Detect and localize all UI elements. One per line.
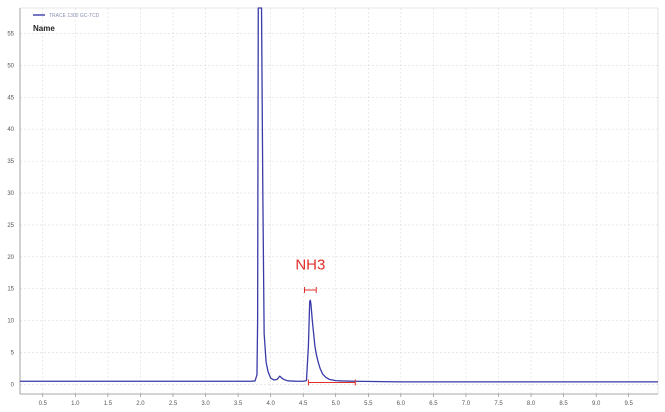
x-tick-label: 6.0 bbox=[397, 401, 406, 407]
x-tick-label: 4.0 bbox=[266, 401, 275, 407]
y-tick-label: 40 bbox=[7, 127, 14, 133]
peak-label-nh3: NH3 bbox=[295, 257, 325, 274]
x-tick-label: 6.5 bbox=[429, 401, 438, 407]
grid bbox=[20, 8, 658, 397]
x-tick-label: 7.0 bbox=[462, 401, 471, 407]
x-tick-label: 9.5 bbox=[625, 401, 634, 407]
x-tick-label: 5.5 bbox=[364, 401, 373, 407]
legend: TRACE 1300 GC-TCD Name bbox=[33, 13, 100, 33]
y-tick-label: 45 bbox=[7, 95, 14, 101]
legend-series-label: TRACE 1300 GC-TCD bbox=[49, 13, 100, 19]
x-tick-label: 4.5 bbox=[299, 401, 308, 407]
x-tick-label: 8.5 bbox=[559, 401, 568, 407]
x-tick-labels: 0.5 1.0 1.5 2.0 2.5 3.0 3.5 4.0 4.5 5.0 5.5 6.0 6.5 7… bbox=[39, 401, 634, 407]
y-tick-label: 35 bbox=[7, 159, 14, 165]
y-tick-labels: 0 5 10 15 20 25 30 35 40 45 50 55 bbox=[7, 32, 14, 389]
y-tick-label: 20 bbox=[7, 255, 14, 261]
y-tick-label: 15 bbox=[7, 287, 14, 293]
x-tick-label: 3.5 bbox=[234, 401, 243, 407]
x-tick-label: 9.0 bbox=[592, 401, 601, 407]
series-line bbox=[20, 7, 658, 383]
x-tick-label: 1.5 bbox=[104, 401, 113, 407]
x-tick-label: 3.0 bbox=[201, 401, 210, 407]
y-tick-label: 30 bbox=[7, 191, 14, 197]
plot-area bbox=[20, 8, 658, 394]
x-tick-label: 2.5 bbox=[169, 401, 178, 407]
legend-name-label: Name bbox=[33, 24, 55, 33]
x-tick-label: 1.0 bbox=[71, 401, 80, 407]
annotation-layer: NH3 bbox=[295, 257, 356, 386]
y-tick-label: 0 bbox=[11, 382, 15, 388]
y-tick-label: 25 bbox=[7, 223, 14, 229]
y-tick-label: 5 bbox=[11, 351, 15, 357]
x-tick-label: 7.5 bbox=[494, 401, 503, 407]
series-layer bbox=[20, 7, 658, 383]
x-tick-label: 8.0 bbox=[527, 401, 536, 407]
x-tick-label: 5.0 bbox=[332, 401, 341, 407]
axes bbox=[19, 7, 659, 395]
y-tick-label: 55 bbox=[7, 32, 14, 38]
x-tick-label: 2.0 bbox=[136, 401, 145, 407]
x-tick-label: 0.5 bbox=[39, 401, 48, 407]
y-tick-label: 50 bbox=[7, 63, 14, 69]
y-tick-label: 10 bbox=[7, 319, 14, 325]
